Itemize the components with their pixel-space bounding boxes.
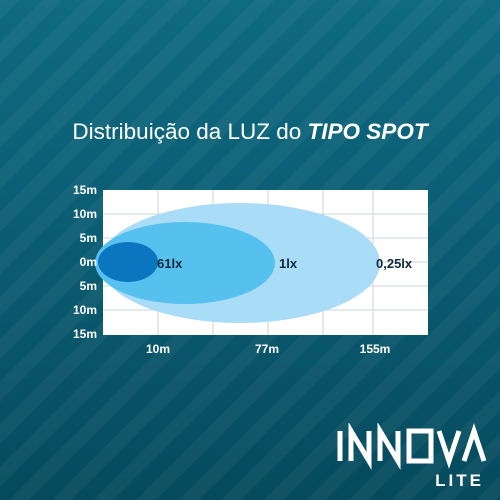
y-axis-ticks: 15m 10m 5m 0m 5m 10m 15m bbox=[73, 183, 97, 341]
zone-middle-1lx bbox=[95, 222, 275, 304]
y-tick-label: 10m bbox=[73, 303, 97, 317]
x-tick-label: 10m bbox=[146, 342, 170, 356]
zone-label-025lx: 0,25lx bbox=[376, 256, 413, 271]
y-tick-label: 5m bbox=[80, 279, 97, 293]
y-tick-label: 5m bbox=[80, 231, 97, 245]
title-prefix: Distribuição da LUZ do bbox=[72, 119, 302, 144]
logo-sub: LITE bbox=[435, 471, 484, 490]
zone-label-61lx: 61lx bbox=[157, 256, 183, 271]
zone-labels: 61lx 1lx 0,25lx bbox=[157, 256, 413, 271]
page-title: Distribuição da LUZ do TIPO SPOT bbox=[0, 119, 500, 145]
zone-inner-61lx bbox=[98, 242, 158, 282]
y-tick-label: 15m bbox=[73, 183, 97, 197]
x-axis-ticks: 10m 77m 155m bbox=[146, 342, 390, 356]
x-tick-label: 77m bbox=[255, 342, 279, 356]
y-tick-label: 10m bbox=[73, 207, 97, 221]
y-tick-label: 0m bbox=[80, 255, 97, 269]
title-emphasis: TIPO SPOT bbox=[307, 119, 428, 144]
zone-label-1lx: 1lx bbox=[279, 256, 298, 271]
zones-group bbox=[95, 203, 380, 323]
y-tick-label: 15m bbox=[73, 327, 97, 341]
innova-lite-logo: LITE bbox=[337, 423, 486, 490]
logo-brand-mark bbox=[337, 423, 486, 471]
x-tick-label: 155m bbox=[360, 342, 391, 356]
